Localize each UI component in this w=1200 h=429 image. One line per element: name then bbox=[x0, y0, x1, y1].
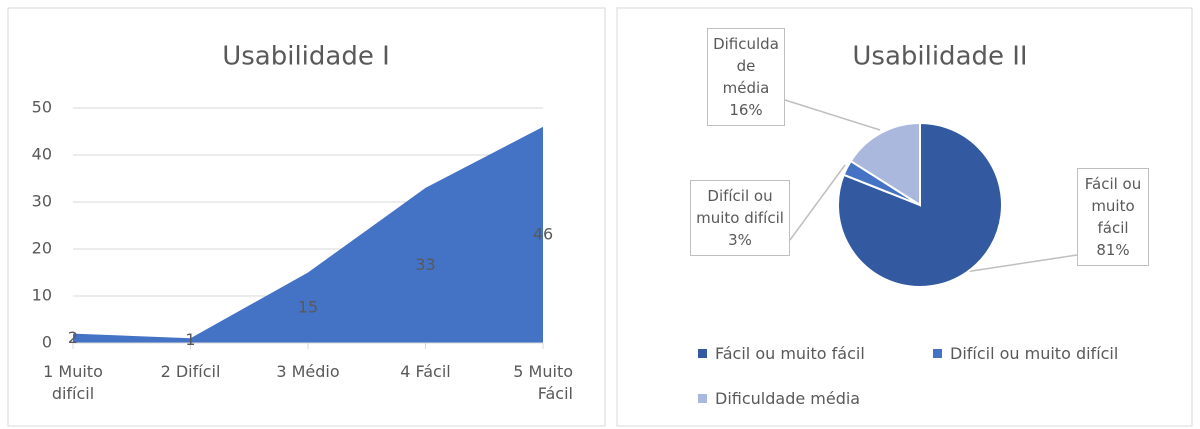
y-tick-label: 50 bbox=[32, 98, 52, 117]
y-tick-label: 0 bbox=[42, 333, 52, 352]
callout-value: 3% bbox=[728, 231, 752, 249]
legend-swatch bbox=[698, 349, 707, 358]
leader-line bbox=[964, 254, 1078, 273]
legend-item: Fácil ou muito fácil bbox=[698, 344, 865, 363]
callout-value: 16% bbox=[729, 101, 763, 119]
callout-name: Dificuldade média bbox=[713, 35, 779, 97]
chart-title: Usabilidade I bbox=[222, 42, 390, 72]
x-tick-label: 4 Fácil bbox=[400, 362, 451, 381]
leader-line bbox=[784, 99, 881, 131]
data-label: 46 bbox=[533, 224, 553, 243]
callout-name: Fácil ou muito fácil bbox=[1084, 175, 1142, 237]
x-tick-label: 5 Muito Fácil bbox=[513, 362, 573, 403]
x-tick-label: 1 Muito difícil bbox=[43, 362, 103, 403]
legend-label: Dificuldade média bbox=[715, 389, 861, 408]
legend-swatch bbox=[698, 394, 707, 403]
callout: Dificuldade média 16% bbox=[707, 28, 785, 126]
x-tick-label: 2 Difícil bbox=[160, 362, 221, 381]
callout: Difícil ou muito difícil 3% bbox=[690, 180, 790, 256]
data-label: 33 bbox=[415, 255, 435, 274]
pie-slice bbox=[837, 121, 1003, 288]
y-tick-label: 20 bbox=[32, 239, 52, 258]
legend-item: Difícil ou muito difícil bbox=[933, 344, 1118, 363]
callout-value: 81% bbox=[1096, 241, 1130, 259]
y-tick-label: 40 bbox=[32, 145, 52, 164]
legend-item: Dificuldade média bbox=[698, 389, 860, 408]
area bbox=[73, 126, 543, 343]
pie-slice bbox=[849, 121, 921, 207]
chart-title: Usabilidade II bbox=[852, 42, 1027, 72]
data-label: 2 bbox=[68, 328, 78, 347]
data-label: 1 bbox=[185, 330, 195, 349]
data-label: 15 bbox=[298, 297, 318, 316]
x-tick-label: 3 Médio bbox=[276, 362, 340, 381]
y-tick-label: 10 bbox=[32, 286, 52, 305]
legend-label: Fácil ou muito fácil bbox=[715, 344, 865, 363]
legend-label: Difícil ou muito difícil bbox=[950, 344, 1119, 363]
callout-name: Difícil ou muito difícil bbox=[696, 187, 784, 227]
y-tick-label: 30 bbox=[32, 192, 52, 211]
legend-swatch bbox=[933, 349, 942, 358]
callout: Fácil ou muito fácil 81% bbox=[1077, 168, 1149, 266]
leader-line bbox=[789, 164, 846, 241]
